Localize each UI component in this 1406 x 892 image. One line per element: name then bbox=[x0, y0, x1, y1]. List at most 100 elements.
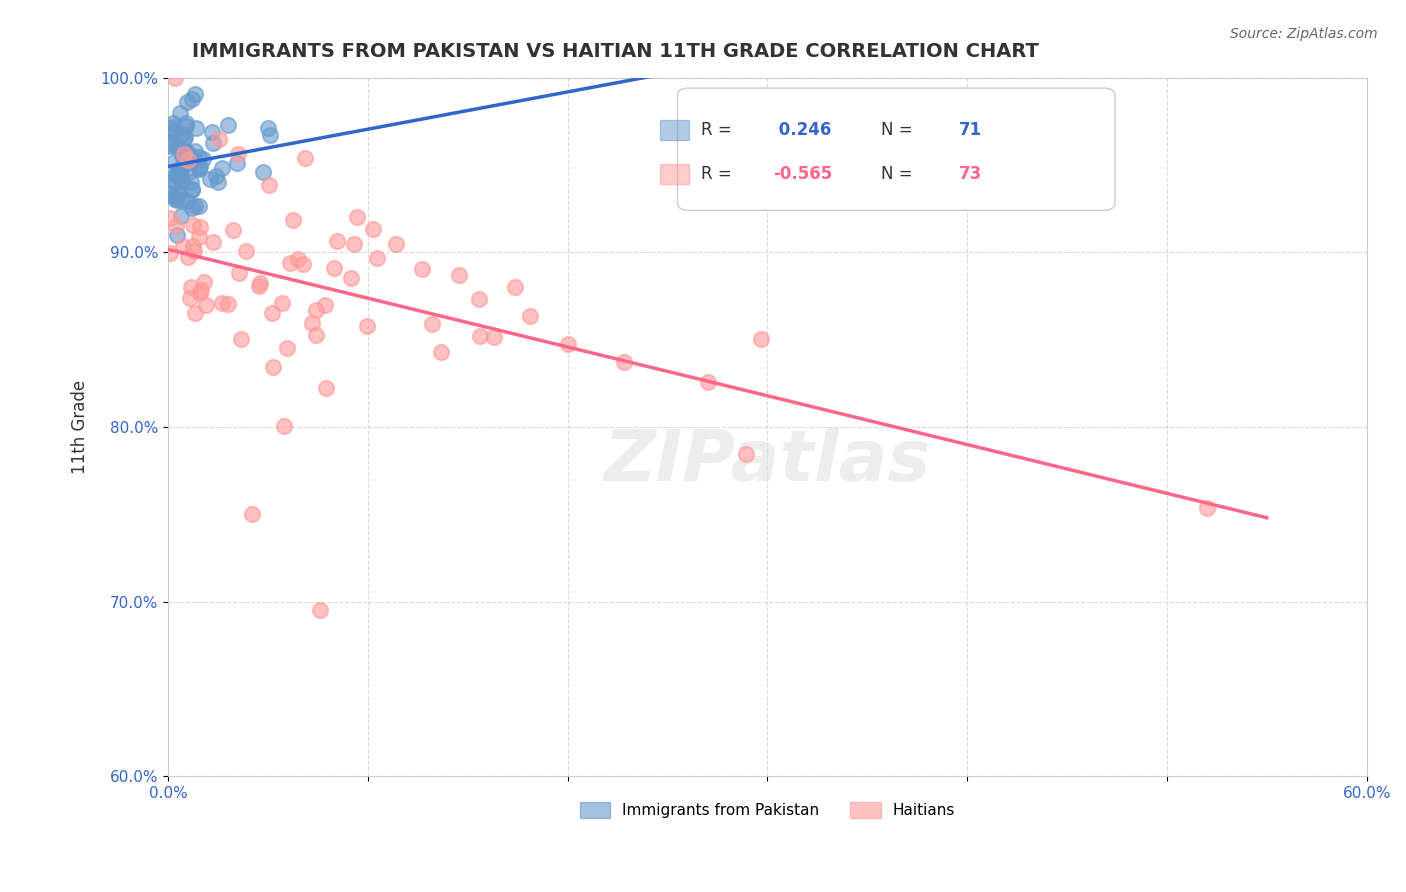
Point bbox=[167, 167, 190, 181]
Point bbox=[207, 175, 229, 189]
Point bbox=[181, 218, 204, 232]
Point bbox=[366, 251, 388, 265]
Point bbox=[749, 332, 772, 346]
Point bbox=[159, 136, 181, 151]
Point bbox=[735, 446, 758, 460]
Point bbox=[166, 187, 188, 202]
Point bbox=[191, 152, 214, 166]
FancyBboxPatch shape bbox=[659, 120, 689, 140]
Point bbox=[240, 507, 263, 521]
Point bbox=[173, 147, 195, 161]
Point bbox=[159, 187, 181, 202]
Point bbox=[176, 194, 198, 208]
Point bbox=[184, 199, 207, 213]
Point bbox=[159, 139, 181, 153]
Point bbox=[468, 293, 491, 307]
Point bbox=[271, 296, 294, 310]
Point bbox=[249, 276, 271, 290]
Point bbox=[180, 201, 202, 215]
Point bbox=[195, 298, 218, 312]
Text: IMMIGRANTS FROM PAKISTAN VS HAITIAN 11TH GRADE CORRELATION CHART: IMMIGRANTS FROM PAKISTAN VS HAITIAN 11TH… bbox=[193, 42, 1039, 61]
Point bbox=[188, 160, 211, 174]
Point bbox=[430, 344, 453, 359]
Point bbox=[188, 220, 211, 235]
Point bbox=[363, 222, 385, 236]
Text: 73: 73 bbox=[959, 165, 983, 183]
Point bbox=[411, 261, 433, 276]
Point bbox=[159, 211, 181, 226]
Point bbox=[482, 330, 505, 344]
Text: 71: 71 bbox=[959, 121, 983, 139]
Point bbox=[188, 285, 211, 300]
Point bbox=[315, 381, 337, 395]
Legend: Immigrants from Pakistan, Haitians: Immigrants from Pakistan, Haitians bbox=[574, 797, 962, 824]
Point bbox=[177, 149, 200, 163]
Point bbox=[339, 271, 361, 285]
Text: -0.565: -0.565 bbox=[773, 165, 832, 183]
Point bbox=[696, 375, 718, 389]
Point bbox=[162, 188, 184, 202]
Point bbox=[1195, 501, 1218, 516]
Point bbox=[470, 328, 492, 343]
Point bbox=[384, 237, 406, 252]
Point bbox=[226, 156, 249, 170]
Point bbox=[170, 174, 193, 188]
Text: 0.246: 0.246 bbox=[773, 121, 832, 139]
Point bbox=[322, 260, 344, 275]
Point bbox=[181, 182, 204, 196]
Point bbox=[205, 169, 228, 184]
Point bbox=[188, 230, 211, 244]
Point bbox=[291, 257, 314, 271]
Point bbox=[217, 297, 239, 311]
Point bbox=[276, 341, 298, 355]
Point bbox=[170, 209, 193, 223]
Point bbox=[180, 149, 202, 163]
Point bbox=[262, 306, 284, 320]
Point bbox=[163, 126, 186, 140]
Point bbox=[172, 239, 194, 253]
Point bbox=[287, 252, 309, 266]
Point bbox=[257, 121, 280, 136]
Point bbox=[519, 309, 541, 323]
FancyBboxPatch shape bbox=[659, 163, 689, 185]
Point bbox=[166, 167, 188, 181]
Point bbox=[167, 141, 190, 155]
Point bbox=[180, 92, 202, 106]
Point bbox=[314, 298, 336, 312]
Point bbox=[170, 169, 193, 183]
Point bbox=[346, 211, 368, 225]
Point bbox=[181, 239, 204, 253]
Point bbox=[278, 256, 301, 270]
Point bbox=[259, 128, 281, 142]
Point bbox=[179, 148, 201, 162]
Point bbox=[262, 360, 284, 375]
Text: ZIPatlas: ZIPatlas bbox=[603, 427, 931, 496]
Point bbox=[163, 70, 186, 85]
Point bbox=[305, 302, 328, 317]
Point bbox=[235, 244, 257, 259]
Point bbox=[174, 120, 197, 134]
Point bbox=[177, 153, 200, 167]
Point bbox=[356, 319, 378, 334]
Point bbox=[190, 283, 212, 297]
Point bbox=[309, 603, 332, 617]
Point bbox=[160, 120, 183, 134]
Point bbox=[187, 162, 209, 177]
Point bbox=[326, 235, 349, 249]
Point bbox=[229, 332, 252, 346]
Point bbox=[170, 169, 193, 183]
Point bbox=[162, 116, 184, 130]
Point bbox=[201, 235, 224, 250]
Point bbox=[217, 118, 239, 132]
Text: R =: R = bbox=[702, 165, 738, 183]
Point bbox=[183, 144, 205, 158]
FancyBboxPatch shape bbox=[678, 88, 1115, 211]
Point bbox=[160, 121, 183, 136]
Point bbox=[201, 125, 224, 139]
Point bbox=[557, 337, 579, 351]
Point bbox=[211, 161, 233, 175]
Point bbox=[228, 266, 250, 280]
Point bbox=[202, 136, 225, 150]
Point bbox=[163, 168, 186, 182]
Point bbox=[184, 87, 207, 101]
